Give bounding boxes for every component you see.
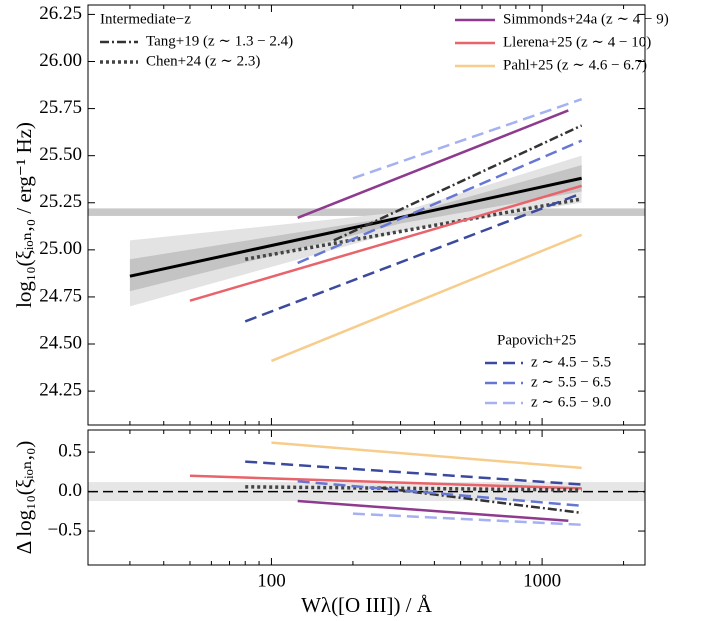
- series-line: [129, 176, 582, 278]
- series-line: [333, 124, 583, 242]
- y-axis-label: log₁₀(ξᵢₒₙ,₀ / erg⁻¹ Hz): [12, 122, 36, 308]
- y-tick-label: 25.50: [39, 144, 82, 165]
- y-tick-label: −0.5: [48, 519, 82, 540]
- legend-label: z ∼ 6.5 − 9.0: [531, 394, 611, 410]
- series-line: [244, 192, 583, 323]
- plot-area: [88, 97, 645, 363]
- legend-label: z ∼ 5.5 − 6.5: [531, 374, 611, 390]
- axes-frame: [87, 4, 646, 426]
- y-tick-label: 26.25: [39, 3, 82, 24]
- y-tick-label: 24.75: [39, 285, 82, 306]
- y-tick-label: 24.50: [39, 332, 82, 353]
- series-line: [244, 197, 582, 261]
- series-line: [270, 233, 583, 363]
- y-tick-label: 25.75: [39, 97, 82, 118]
- series-line: [297, 139, 583, 265]
- series-line: [352, 97, 583, 180]
- y-tick-label: 24.25: [39, 379, 82, 400]
- legend-label: Tang+19 (z ∼ 1.3 − 2.4): [146, 33, 293, 49]
- series-line: [189, 184, 582, 302]
- axes-frame: [87, 429, 646, 566]
- reference-band: [88, 208, 645, 216]
- series-line: [271, 441, 582, 470]
- x-axis-label: Wλ([O III]) / Å: [301, 593, 433, 617]
- series-line: [297, 499, 569, 523]
- series-line: [352, 512, 582, 526]
- y-tick-label: 26.00: [39, 50, 82, 71]
- legend-label: Llerena+25 (z ∼ 4 − 10): [503, 34, 651, 50]
- y-tick-label: 25.25: [39, 191, 82, 212]
- series-line: [297, 480, 582, 508]
- legend-label: Pahl+25 (z ∼ 4.6 − 6.7): [503, 57, 647, 73]
- y-tick-label: 0.5: [58, 440, 82, 461]
- x-tick-label: 1000: [523, 570, 561, 591]
- series-line: [189, 474, 582, 490]
- y-tick-label: 25.00: [39, 238, 82, 259]
- legend-label: Chen+24 (z ∼ 2.3): [146, 53, 260, 69]
- legend-label: z ∼ 4.5 − 5.5: [531, 354, 611, 370]
- x-tick-label: 100: [257, 570, 286, 591]
- legend-label: Simmonds+24a (z ∼ 4 − 9): [503, 11, 669, 27]
- plot-area: [88, 441, 645, 526]
- series-line: [245, 460, 582, 486]
- y-tick-label: 0.0: [58, 480, 82, 501]
- y-axis-label: Δ log₁₀(ξᵢₒₙ,₀): [12, 441, 36, 555]
- legend-title: Papovich+25: [497, 332, 576, 348]
- legend-title: Intermediate−z: [100, 11, 191, 27]
- series-line: [297, 109, 569, 219]
- series-line: [245, 485, 582, 492]
